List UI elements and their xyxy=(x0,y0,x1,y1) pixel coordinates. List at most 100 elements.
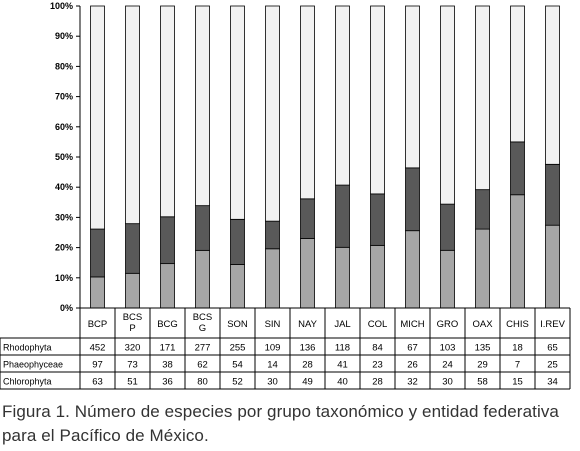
table-cell-value: 277 xyxy=(195,343,211,354)
bar-segment-rhodophyta xyxy=(545,5,560,165)
bar-segment-chlorophyta xyxy=(195,249,210,309)
table-cell-value: 54 xyxy=(232,360,243,371)
bar-segment-chlorophyta xyxy=(405,230,420,309)
bar-segment-rhodophyta xyxy=(195,5,210,207)
y-tick-label: 100% xyxy=(50,1,73,11)
bar-segment-chlorophyta xyxy=(300,238,315,309)
category-label: BCP xyxy=(88,319,108,330)
table-cell-value: 38 xyxy=(162,360,173,371)
table-cell-value: 103 xyxy=(440,343,456,354)
bar-segment-rhodophyta xyxy=(405,5,420,169)
table-cell-value: 63 xyxy=(92,377,103,388)
bar-segment-chlorophyta xyxy=(125,272,140,309)
category-label: GRO xyxy=(437,319,459,330)
table-cell-value: 24 xyxy=(442,360,453,371)
y-tick-label: 0% xyxy=(60,303,73,313)
bar-segment-chlorophyta xyxy=(475,228,490,309)
bar-segment-phaeophyceae xyxy=(475,189,490,230)
bar-segment-rhodophyta xyxy=(265,5,280,222)
category-label: NAY xyxy=(298,319,317,330)
table-cell-value: 30 xyxy=(267,377,278,388)
bar-segment-rhodophyta xyxy=(230,5,245,220)
table-cell-value: 84 xyxy=(372,343,383,354)
category-label: SON xyxy=(227,319,248,330)
table-cell-value: 36 xyxy=(162,377,173,388)
bar-segment-phaeophyceae xyxy=(545,163,560,226)
category-label: CHIS xyxy=(506,319,529,330)
category-label: COL xyxy=(368,319,388,330)
table-cell-value: 73 xyxy=(127,360,138,371)
bar-segment-phaeophyceae xyxy=(370,193,385,246)
table-cell-value: 25 xyxy=(547,360,558,371)
table-cell-value: 452 xyxy=(90,343,106,354)
bar-segment-phaeophyceae xyxy=(230,218,245,265)
bar-segment-rhodophyta xyxy=(300,5,315,200)
table-cell-value: 28 xyxy=(302,360,313,371)
bar-segment-phaeophyceae xyxy=(125,223,140,274)
category-label: I.REV xyxy=(540,319,565,330)
bar-segment-phaeophyceae xyxy=(300,198,315,239)
y-tick-label: 60% xyxy=(55,122,73,132)
table-cell-value: 23 xyxy=(372,360,383,371)
category-label: JAL xyxy=(334,319,350,330)
y-tick-label: 50% xyxy=(55,152,73,162)
table-cell-value: 30 xyxy=(442,377,453,388)
bar-segment-chlorophyta xyxy=(370,244,385,309)
bar-segment-chlorophyta xyxy=(545,224,560,309)
bar-segment-rhodophyta xyxy=(160,5,175,218)
y-tick-label: 20% xyxy=(55,243,73,253)
table-cell-value: 320 xyxy=(125,343,141,354)
y-tick-label: 70% xyxy=(55,92,73,102)
bar-segment-rhodophyta xyxy=(475,5,490,191)
table-cell-value: 34 xyxy=(547,377,558,388)
bar-segment-rhodophyta xyxy=(335,5,350,186)
table-cell-value: 118 xyxy=(335,343,350,354)
bar-segment-chlorophyta xyxy=(265,248,280,309)
bar-segment-phaeophyceae xyxy=(160,216,175,265)
y-tick-label: 80% xyxy=(55,61,73,71)
bar-segment-chlorophyta xyxy=(510,194,525,309)
bar-segment-chlorophyta xyxy=(335,246,350,309)
table-cell-value: 49 xyxy=(302,377,313,388)
table-cell-value: 18 xyxy=(512,343,523,354)
table-cell-value: 80 xyxy=(197,377,208,388)
bar-segment-rhodophyta xyxy=(90,5,105,230)
bar-segment-rhodophyta xyxy=(125,5,140,225)
bar-segment-phaeophyceae xyxy=(335,184,350,248)
stacked-bar-chart: 0% 10% 20% 30% 40% 50% 60% 70% 80% 90% 100% BCP BCS… xyxy=(0,1,571,390)
table-cell-value: 67 xyxy=(407,343,418,354)
bar-segment-chlorophyta xyxy=(230,264,245,309)
category-label: BCS G xyxy=(193,312,213,334)
table-cell-value: 58 xyxy=(477,377,488,388)
table-cell-value: 171 xyxy=(160,343,176,354)
category-label: BCS P xyxy=(123,312,143,334)
table-cell-value: 65 xyxy=(547,343,558,354)
bar-segment-phaeophyceae xyxy=(265,220,280,250)
category-label: SIN xyxy=(265,319,281,330)
bar-segment-phaeophyceae xyxy=(510,141,525,196)
table-cell-value: 52 xyxy=(232,377,243,388)
bar-segment-phaeophyceae xyxy=(195,205,210,251)
table-cell-value: 135 xyxy=(475,343,491,354)
bar-segment-phaeophyceae xyxy=(90,228,105,278)
y-tick-label: 30% xyxy=(55,212,73,222)
table-cell-value: 29 xyxy=(477,360,488,371)
y-tick-label: 10% xyxy=(55,273,73,283)
table-cell-value: 15 xyxy=(512,377,523,388)
table-cell-value: 136 xyxy=(300,343,316,354)
series-label: Chlorophyta xyxy=(3,377,52,387)
figure-caption: Figura 1. Número de especies por grupo t… xyxy=(2,402,559,445)
table-cell-value: 62 xyxy=(197,360,208,371)
bar-segment-phaeophyceae xyxy=(440,203,455,251)
table-cell-value: 32 xyxy=(407,377,418,388)
table-cell-value: 28 xyxy=(372,377,383,388)
table-cell-value: 14 xyxy=(267,360,278,371)
table-cell-value: 97 xyxy=(92,360,103,371)
table-cell-value: 41 xyxy=(337,360,348,371)
bar-segment-rhodophyta xyxy=(440,5,455,205)
table-cell-value: 109 xyxy=(265,343,281,354)
table-cell-value: 40 xyxy=(337,377,348,388)
series-label: Rhodophyta xyxy=(3,343,52,353)
series-label: Phaeophyceae xyxy=(3,360,63,370)
category-label: OAX xyxy=(472,319,493,330)
